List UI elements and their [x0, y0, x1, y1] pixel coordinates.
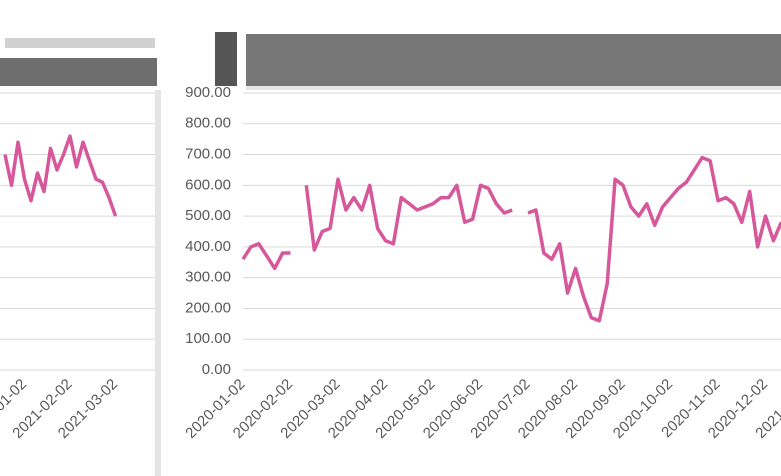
main-chart: 2020-01-022020-02-022020-03-022020-04-02… [182, 92, 781, 442]
y-tick-label: 500.00 [185, 207, 231, 224]
header-bar [0, 58, 157, 86]
y-tick-label: 800.00 [185, 115, 231, 132]
y-tick-label: 400.00 [185, 238, 231, 255]
y-tick-label: 600.00 [185, 176, 231, 193]
header-bar [246, 34, 781, 86]
y-tick-label: 900.00 [185, 84, 231, 101]
line [241, 155, 781, 323]
y-tick-label: 100.00 [185, 330, 231, 347]
header-block [215, 32, 237, 86]
title-bar [5, 38, 155, 48]
y-tick-label: 300.00 [185, 269, 231, 286]
y-tick-label: 200.00 [185, 299, 231, 316]
y-tick-label: 0.00 [202, 361, 231, 378]
separator [155, 90, 161, 476]
header-shadow [246, 86, 781, 90]
line [3, 134, 118, 217]
y-tick-label: 700.00 [185, 146, 231, 163]
